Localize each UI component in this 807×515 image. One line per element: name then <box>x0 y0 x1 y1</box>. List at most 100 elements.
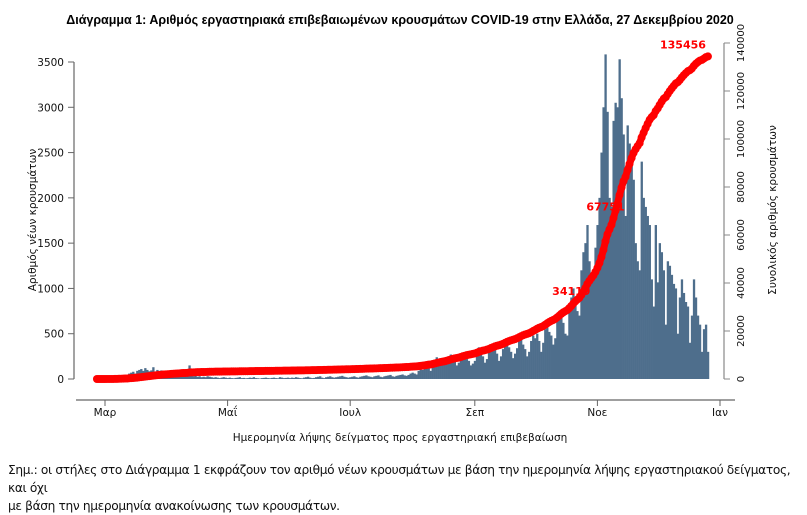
bar <box>277 378 279 379</box>
bar <box>667 261 669 379</box>
bar <box>285 378 287 379</box>
bar <box>200 377 202 379</box>
bar <box>582 252 584 379</box>
bar <box>267 378 269 379</box>
bar <box>697 316 699 379</box>
bar <box>550 336 552 379</box>
bar <box>522 345 524 379</box>
bar <box>411 373 413 379</box>
bar <box>568 307 570 379</box>
bar <box>598 198 600 379</box>
bar <box>245 378 247 379</box>
y-left-tick-label: 2500 <box>37 148 64 160</box>
bar <box>494 350 496 379</box>
bar <box>361 376 363 379</box>
y-left-tick-label: 0 <box>57 374 64 386</box>
cumulative-point <box>616 191 624 199</box>
bar <box>297 378 299 379</box>
bar <box>661 252 663 379</box>
bar <box>496 354 498 379</box>
bar <box>574 297 576 379</box>
bar <box>444 365 446 379</box>
x-tick-label: Μαρ <box>94 407 117 419</box>
bar <box>474 361 476 379</box>
bar <box>291 378 293 379</box>
bar <box>530 341 532 379</box>
bar <box>643 198 645 379</box>
bar <box>211 377 213 379</box>
bar <box>219 378 221 379</box>
bar <box>325 377 327 379</box>
cumulative-label: 34119 <box>552 285 590 298</box>
bar <box>321 378 323 379</box>
bar <box>395 376 397 379</box>
bar <box>379 377 381 379</box>
bar <box>209 377 211 379</box>
bar <box>498 361 500 379</box>
bar <box>699 325 701 379</box>
bar <box>540 352 542 379</box>
bar <box>355 377 357 379</box>
bar <box>403 375 405 379</box>
y-right-tick-label: 20000 <box>736 315 747 347</box>
bar <box>701 352 703 379</box>
bar <box>409 374 411 379</box>
bar <box>385 376 387 379</box>
bar <box>637 261 639 379</box>
bar <box>279 377 281 379</box>
bar <box>295 377 297 379</box>
bar <box>633 180 635 379</box>
bar <box>387 375 389 379</box>
bar <box>556 320 558 379</box>
x-tick-label: Μαΐ <box>218 405 238 419</box>
bar <box>327 377 329 379</box>
bar <box>307 377 309 379</box>
bar <box>198 376 200 379</box>
cumulative-point <box>601 237 609 245</box>
bar <box>263 378 265 379</box>
bar <box>315 377 317 379</box>
bar <box>659 243 661 379</box>
bar <box>705 325 707 379</box>
bar <box>492 347 494 379</box>
bar <box>345 377 347 379</box>
bar <box>526 356 528 379</box>
bar <box>257 378 259 379</box>
bar <box>289 378 291 379</box>
bar <box>653 307 655 379</box>
bar <box>512 358 514 379</box>
bar <box>261 378 263 379</box>
bar <box>584 243 586 379</box>
bar <box>520 338 522 379</box>
bar <box>655 225 657 379</box>
bar <box>371 377 373 379</box>
y-axis-right-label: Συνολικός αριθμός κρουσμάτων <box>767 125 779 295</box>
bar <box>309 378 311 379</box>
bar <box>430 371 432 379</box>
bar <box>333 378 335 379</box>
y-left-tick-label: 500 <box>44 329 64 341</box>
bar <box>357 378 359 379</box>
bar <box>271 378 273 379</box>
bar <box>287 378 289 379</box>
bar <box>671 275 673 379</box>
bar <box>488 352 490 379</box>
bar <box>343 377 345 379</box>
bar <box>233 378 235 379</box>
bar <box>341 376 343 379</box>
bar <box>647 216 649 379</box>
bar <box>484 363 486 379</box>
bar <box>223 377 225 379</box>
y-right-tick-label: 60000 <box>736 219 747 251</box>
bar <box>657 282 659 379</box>
x-tick-label: Ιουλ <box>339 407 361 419</box>
bar <box>538 341 540 379</box>
bar <box>225 378 227 379</box>
bar <box>510 352 512 379</box>
bar <box>299 378 301 379</box>
bar <box>337 377 339 379</box>
bar <box>269 378 271 379</box>
bar <box>383 376 385 379</box>
cumulative-label: 67751 <box>586 201 624 214</box>
bar <box>231 378 233 379</box>
